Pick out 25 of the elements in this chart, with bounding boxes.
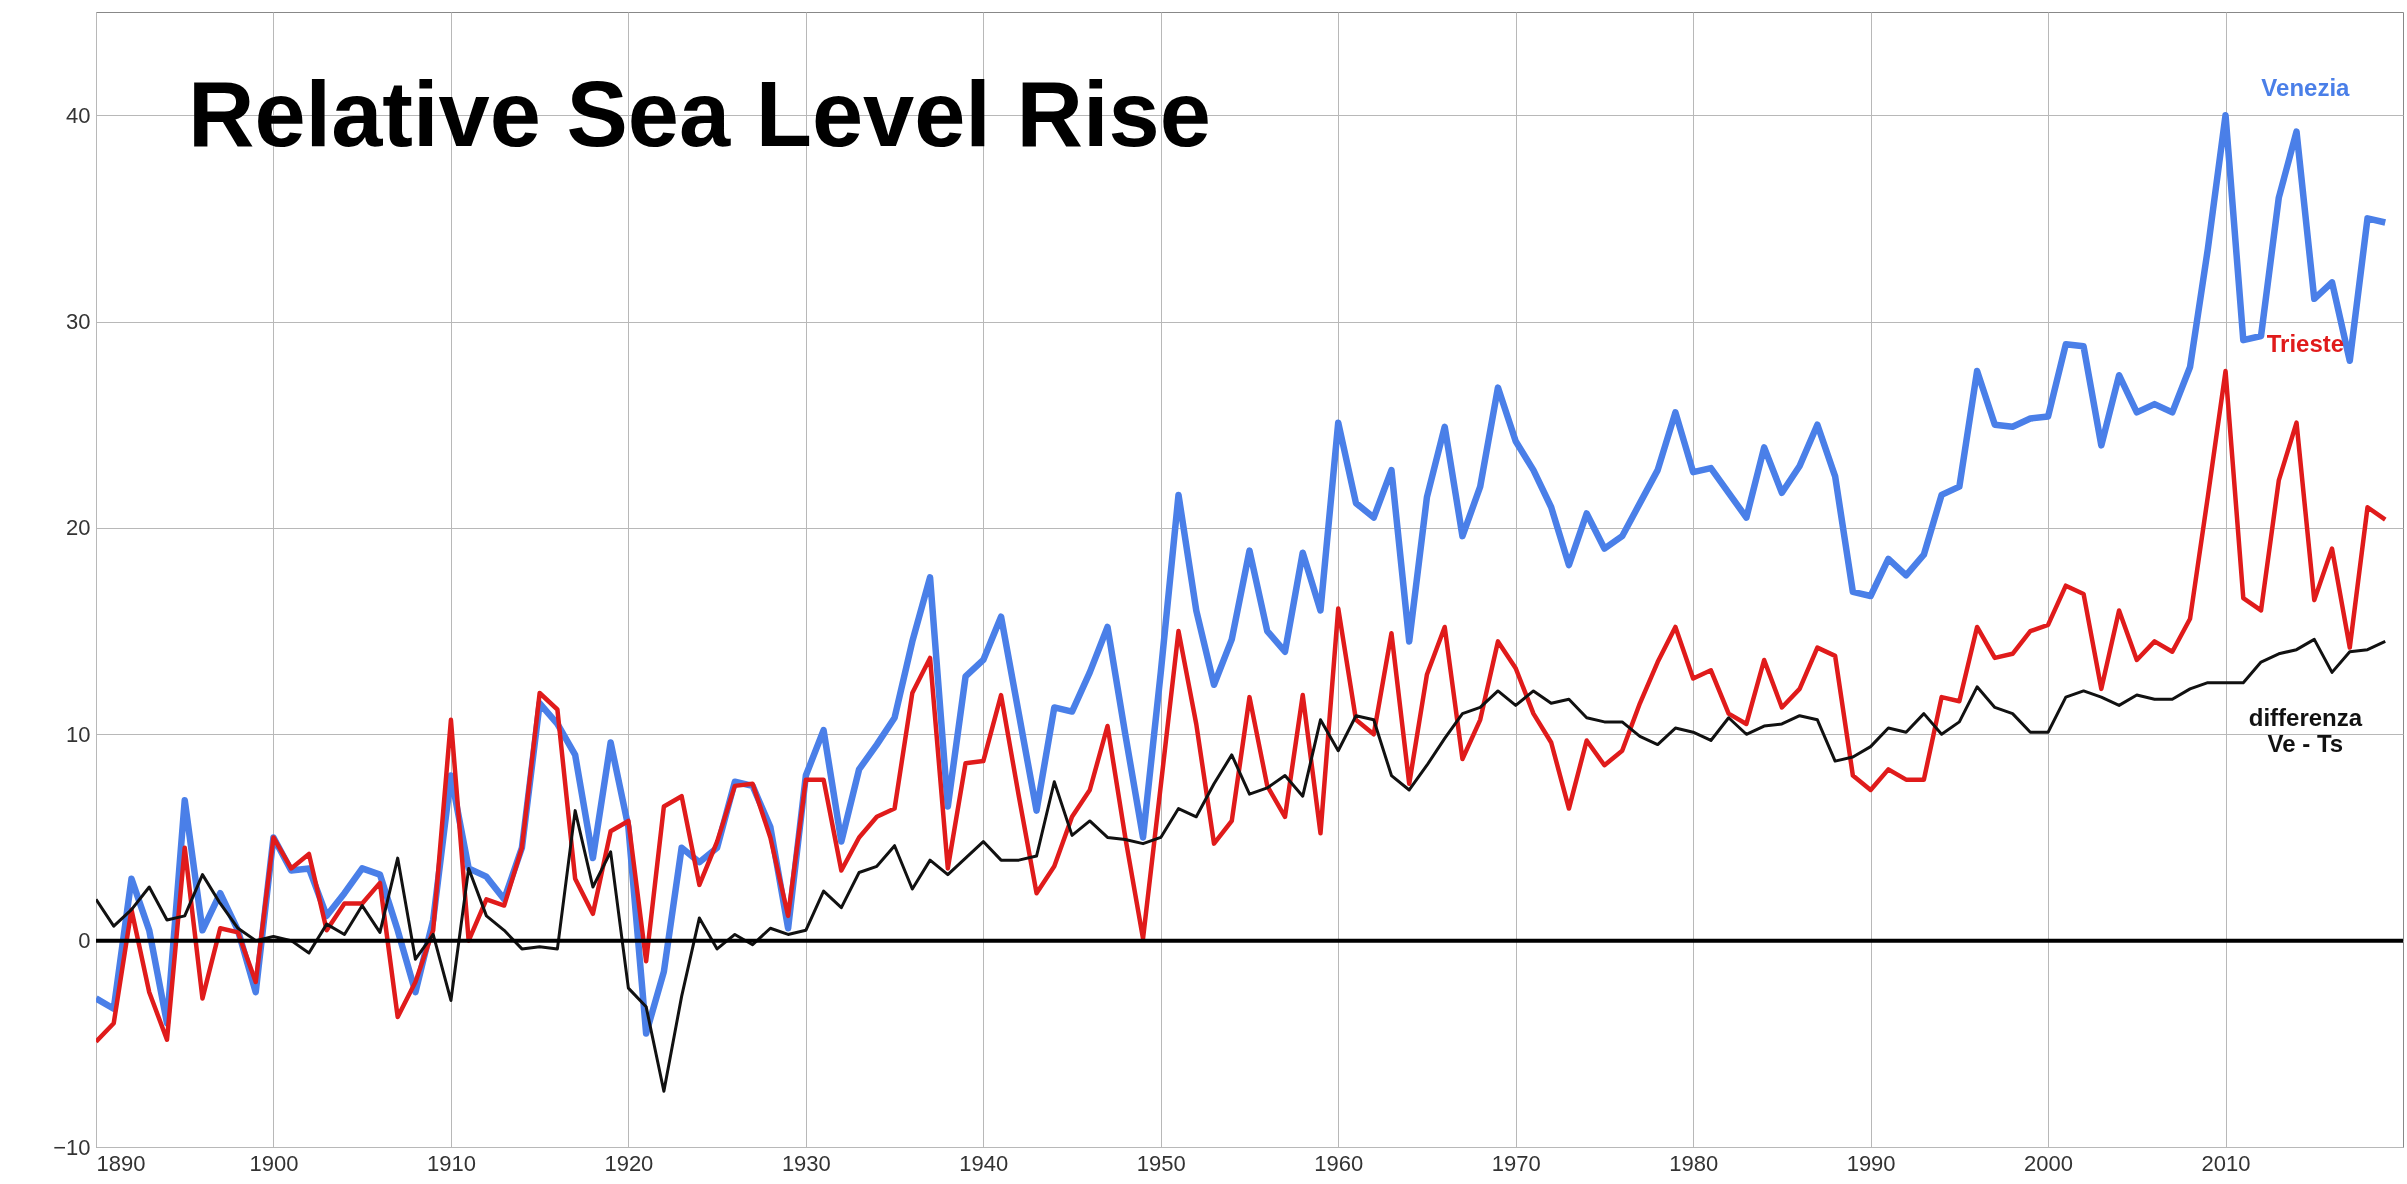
x-tick-label: 1940: [959, 1150, 1009, 1176]
x-tick-label: 1990: [1846, 1150, 1896, 1176]
y-tick-label: 30: [66, 309, 91, 335]
x-tick-label: 2000: [2024, 1150, 2074, 1176]
y-tick-label: −10: [53, 1134, 91, 1160]
x-tick-label: 1890: [96, 1150, 146, 1176]
x-tick-label: 1960: [1314, 1150, 1364, 1176]
x-tick-label: 1900: [249, 1150, 299, 1176]
y-tick-label: 40: [66, 102, 91, 128]
x-tick-label: 1930: [781, 1150, 831, 1176]
x-tick-label: 1920: [604, 1150, 654, 1176]
series-label: Venezia: [2261, 73, 2351, 101]
y-tick-label: 20: [66, 515, 91, 541]
x-tick-label: 2010: [2201, 1150, 2251, 1176]
y-tick-label: 0: [78, 928, 91, 954]
x-tick-label: 1970: [1491, 1150, 1541, 1176]
y-tick-label: 10: [66, 721, 91, 747]
series-label: Trieste: [2266, 329, 2345, 357]
x-tick-label: 1950: [1136, 1150, 1186, 1176]
line-series: [96, 637, 2387, 1093]
x-tick-label: 1910: [426, 1150, 476, 1176]
x-tick-label: 1980: [1669, 1150, 1719, 1176]
line-series: [96, 368, 2388, 1045]
series-label: differenza Ve - Ts: [2248, 704, 2363, 758]
text: Relative Sea Level Rise: [188, 63, 1211, 165]
